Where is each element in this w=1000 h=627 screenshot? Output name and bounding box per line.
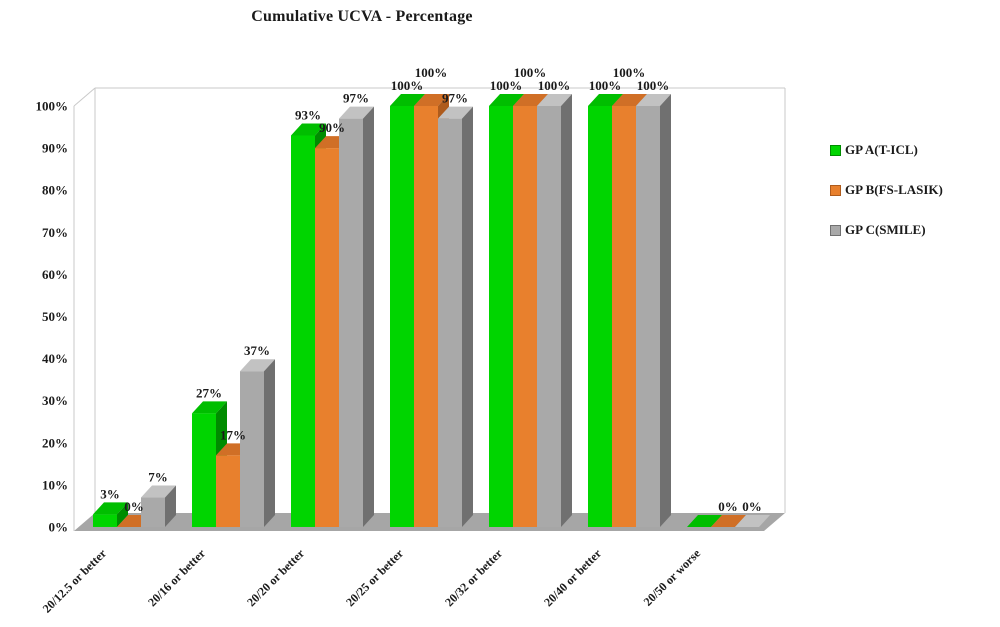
bar-value-label: 0% bbox=[742, 499, 762, 514]
bar-top-face bbox=[291, 123, 326, 136]
bar-top-face bbox=[537, 94, 572, 106]
bar-front-face bbox=[438, 118, 462, 528]
legend-swatch-icon bbox=[830, 144, 841, 156]
bar-side-face bbox=[165, 485, 176, 527]
bar-top-face bbox=[414, 94, 449, 106]
x-category-label: 20/50 or worse bbox=[641, 546, 704, 609]
bar-value-label: 100% bbox=[391, 78, 424, 93]
legend-swatch-icon bbox=[830, 224, 841, 236]
y-tick-label: 100% bbox=[36, 99, 69, 114]
bar-side-face bbox=[660, 94, 671, 527]
x-category-label: 20/20 or better bbox=[244, 546, 307, 609]
bar-value-label: 100% bbox=[415, 65, 448, 80]
y-tick-label: 30% bbox=[42, 393, 68, 408]
bar-front-face bbox=[93, 514, 117, 527]
y-tick-label: 90% bbox=[42, 141, 68, 156]
bar-top-face bbox=[339, 106, 374, 119]
bar-value-label: 17% bbox=[220, 427, 246, 442]
y-tick-label: 40% bbox=[42, 351, 68, 366]
bar-side-face bbox=[363, 106, 374, 527]
bar-front-face bbox=[612, 106, 636, 527]
bar-value-label: 3% bbox=[100, 486, 120, 501]
bar-front-face bbox=[216, 455, 240, 528]
bar-front-face bbox=[192, 413, 216, 528]
bar-top-face bbox=[588, 94, 623, 106]
bar-front-face bbox=[636, 106, 660, 527]
bar-top-face bbox=[735, 515, 770, 527]
bar-front-face bbox=[141, 497, 165, 528]
bar-top-face bbox=[141, 485, 176, 498]
bar-value-label: 0% bbox=[124, 499, 144, 514]
y-tick-label: 20% bbox=[42, 435, 68, 450]
legend-item: GP A(T-ICL) bbox=[830, 142, 943, 158]
bar-value-label: 97% bbox=[442, 91, 468, 106]
bar-top-face bbox=[390, 94, 425, 106]
legend-item: GP C(SMILE) bbox=[830, 222, 943, 238]
x-category-label: 20/25 or better bbox=[343, 546, 406, 609]
y-tick-label: 50% bbox=[42, 309, 68, 324]
bar-front-face bbox=[390, 106, 414, 527]
chart-canvas: 0% 10% 20% 30% 40% 50% 60% 70% 80% 90% 1… bbox=[36, 65, 786, 616]
y-tick-label: 10% bbox=[42, 477, 68, 492]
x-category-label: 20/12.5 or better bbox=[40, 546, 110, 616]
chart-legend: GP A(T-ICL) GP B(FS-LASIK) GP C(SMILE) bbox=[830, 142, 943, 238]
bar-front-face bbox=[537, 106, 561, 527]
bar-value-label: 37% bbox=[244, 343, 270, 358]
y-tick-label: 60% bbox=[42, 267, 68, 282]
x-category-label: 20/32 or better bbox=[442, 546, 505, 609]
legend-label: GP C(SMILE) bbox=[845, 222, 926, 237]
bar-front-face bbox=[588, 106, 612, 527]
bar-value-label: 100% bbox=[538, 78, 571, 93]
bar-front-face bbox=[240, 371, 264, 528]
bar-side-face bbox=[462, 106, 473, 527]
bar-front-face bbox=[339, 118, 363, 528]
legend-label: GP A(T-ICL) bbox=[845, 142, 918, 157]
x-category-label: 20/16 or better bbox=[145, 546, 208, 609]
bar-front-face bbox=[414, 106, 438, 527]
wall-corner-line bbox=[73, 87, 96, 107]
bar-top-face bbox=[93, 502, 128, 515]
bar-value-label: 97% bbox=[343, 91, 369, 106]
bar-front-face bbox=[513, 106, 537, 527]
bar-top-face bbox=[438, 106, 473, 119]
bar-value-label: 27% bbox=[196, 385, 222, 400]
bar-value-label: 93% bbox=[295, 108, 321, 123]
legend-swatch-icon bbox=[830, 184, 841, 196]
bar-top-face bbox=[489, 94, 524, 106]
x-category-label: 20/40 or better bbox=[541, 546, 604, 609]
bar-value-label: 100% bbox=[589, 78, 622, 93]
y-tick-label: 70% bbox=[42, 225, 68, 240]
bar-front-face bbox=[489, 106, 513, 527]
y-tick-label: 80% bbox=[42, 183, 68, 198]
bar-side-face bbox=[264, 359, 275, 527]
bar-top-face bbox=[240, 359, 275, 372]
bar-value-label: 100% bbox=[490, 78, 523, 93]
bar-top-face bbox=[192, 401, 227, 414]
bar-side-face bbox=[561, 94, 572, 527]
bar-value-label: 100% bbox=[613, 65, 646, 80]
bar-value-label: 100% bbox=[514, 65, 547, 80]
bar-value-label: 7% bbox=[148, 470, 168, 485]
bar-front-face bbox=[291, 135, 315, 527]
legend-item: GP B(FS-LASIK) bbox=[830, 182, 943, 198]
bar-top-face bbox=[612, 94, 647, 106]
bar-value-label: 100% bbox=[637, 78, 670, 93]
bar-side-face bbox=[117, 502, 128, 527]
bar-value-label: 0% bbox=[718, 499, 738, 514]
bar-value-label: 90% bbox=[319, 120, 345, 135]
bar-top-face bbox=[636, 94, 671, 106]
chart-title: Cumulative UCVA - Percentage bbox=[251, 8, 473, 25]
bar-front-face bbox=[315, 148, 339, 527]
bar-top-face bbox=[711, 515, 746, 527]
legend-label: GP B(FS-LASIK) bbox=[845, 182, 943, 197]
y-tick-label: 0% bbox=[49, 520, 69, 535]
bar-top-face bbox=[687, 515, 722, 527]
bar-top-face bbox=[513, 94, 548, 106]
